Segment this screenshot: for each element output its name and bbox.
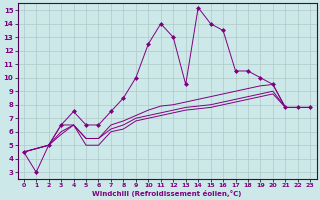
X-axis label: Windchill (Refroidissement éolien,°C): Windchill (Refroidissement éolien,°C) (92, 190, 242, 197)
